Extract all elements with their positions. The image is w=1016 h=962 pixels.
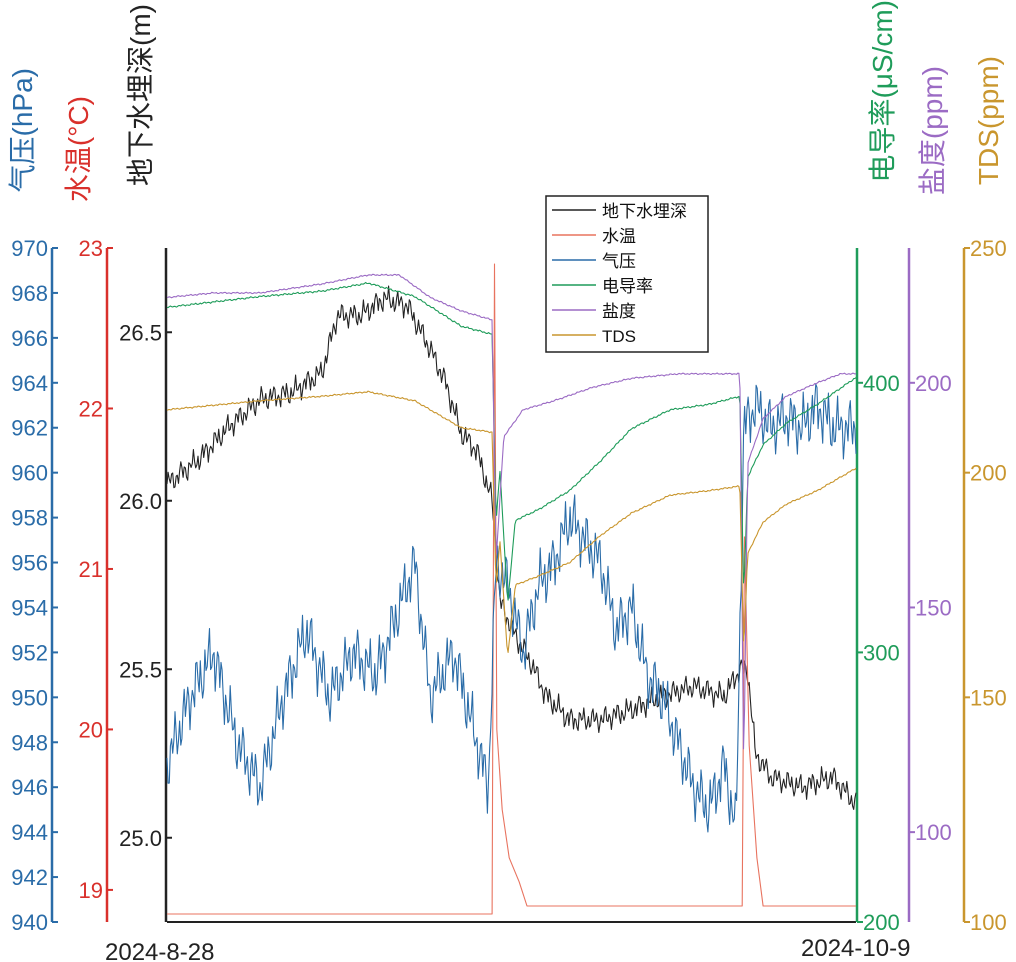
ec-axis: 200 300 400 电导率(μS/cm): [855, 0, 900, 935]
temp-tick-label: 22: [79, 396, 103, 421]
pressure-tick-label: 944: [11, 820, 48, 845]
salinity-tick-label: 100: [915, 820, 952, 845]
tds-tick-label: 100: [970, 910, 1007, 935]
axes-layer: 940 942 944 946 948 950 952 954 956 958 960 962 964 9…: [7, 0, 1007, 935]
depth-tick-label: 26.5: [119, 320, 162, 345]
depth-tick-label: 25.5: [119, 657, 162, 682]
series-line-ec: [166, 281, 857, 601]
tds-axis: 100 150 200 250 TDS(ppm): [962, 56, 1007, 935]
salinity-tick-label: 200: [915, 371, 952, 396]
temp-tick-label: 19: [79, 878, 103, 903]
pressure-tick-label: 960: [11, 461, 48, 486]
tds-tick-label: 150: [970, 685, 1007, 710]
pressure-tick-label: 942: [11, 865, 48, 890]
depth-axis: 25.0 25.5 26.0 26.5 地下水埋深(m): [119, 4, 172, 922]
pressure-tick-label: 958: [11, 506, 48, 531]
ec-tick-label: 300: [863, 640, 900, 665]
tds-axis-title: TDS(ppm): [973, 56, 1004, 185]
temp-tick-label: 21: [79, 557, 103, 582]
temp-axis-title: 水温(°C): [63, 96, 94, 202]
depth-tick-label: 26.0: [119, 489, 162, 514]
salinity-axis: 100 150 200 盐度(ppm): [907, 66, 952, 922]
pressure-tick-label: 962: [11, 416, 48, 441]
series-line-temp: [167, 263, 856, 915]
ec-tick-label: 400: [863, 371, 900, 396]
pressure-tick-label: 946: [11, 775, 48, 800]
series-line-depth: [166, 285, 857, 810]
tds-tick-label: 250: [970, 236, 1007, 261]
pressure-tick-label: 952: [11, 640, 48, 665]
salinity-tick-label: 150: [915, 595, 952, 620]
x-start-label: 2024-8-28: [105, 939, 214, 962]
pressure-axis-title: 气压(hPa): [7, 68, 38, 192]
ec-tick-label: 200: [863, 910, 900, 935]
temp-tick-label: 23: [79, 236, 103, 261]
legend-label: 水温: [602, 227, 636, 246]
depth-axis-title: 地下水埋深(m): [125, 4, 156, 186]
temp-tick-label: 20: [79, 717, 103, 742]
depth-tick-label: 25.0: [119, 826, 162, 851]
series-line-salinity: [166, 273, 857, 750]
x-end-label: 2024-10-9: [801, 935, 910, 962]
pressure-tick-label: 950: [11, 685, 48, 710]
legend-box: [545, 195, 709, 353]
pressure-tick-label: 970: [11, 236, 48, 261]
pressure-tick-label: 954: [11, 595, 48, 620]
tds-tick-label: 200: [970, 461, 1007, 486]
salinity-axis-title: 盐度(ppm): [917, 66, 948, 195]
series-line-pressure: [166, 383, 857, 833]
pressure-tick-label: 964: [11, 371, 48, 396]
pressure-tick-label: 940: [11, 910, 48, 935]
pressure-tick-label: 968: [11, 281, 48, 306]
legend-label: 气压: [602, 252, 636, 271]
ec-axis-title: 电导率(μS/cm): [867, 0, 898, 183]
pressure-tick-label: 956: [11, 551, 48, 576]
legend-label: TDS: [602, 327, 636, 346]
pressure-tick-label: 948: [11, 730, 48, 755]
series-line-tds: [166, 390, 857, 653]
pressure-axis: 940 942 944 946 948 950 952 954 956 958 960 962 964 9…: [7, 68, 58, 935]
series-layer: [166, 263, 857, 915]
legend-label: 地下水埋深: [602, 202, 687, 221]
pressure-tick-label: 966: [11, 326, 48, 351]
legend-label: 电导率: [602, 277, 653, 296]
legend-label: 盐度: [602, 302, 636, 321]
temp-axis: 19 20 21 22 23 水温(°C): [63, 96, 113, 922]
